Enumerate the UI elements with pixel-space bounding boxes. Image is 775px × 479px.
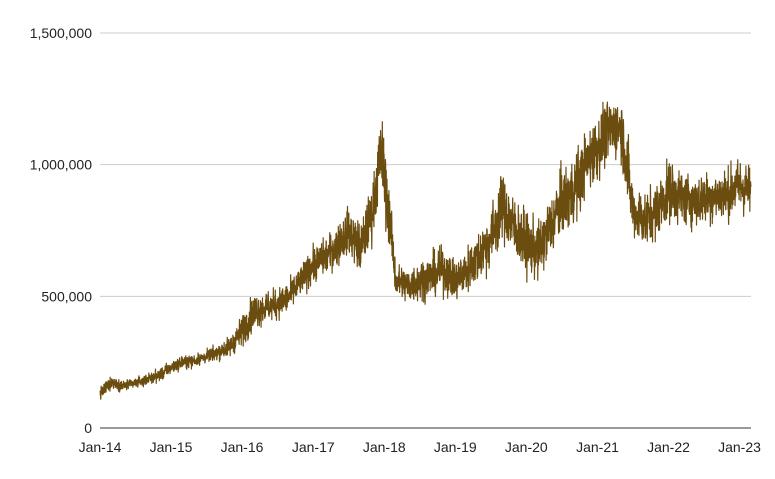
- y-tick-label: 500,000: [41, 288, 92, 304]
- x-axis-tick-labels: Jan-14 Jan-15 Jan-16 Jan-17 Jan-18 Jan-19 Jan-…: [79, 439, 762, 455]
- x-tick-label: Jan-23: [718, 439, 761, 455]
- x-tick-label: Jan-19: [434, 439, 477, 455]
- gridlines: [100, 32, 751, 297]
- y-tick-label: 0: [84, 420, 92, 436]
- x-tick-label: Jan-14: [79, 439, 122, 455]
- x-tick-label: Jan-17: [292, 439, 335, 455]
- x-tick-label: Jan-21: [576, 439, 619, 455]
- series-line: [99, 101, 752, 400]
- x-tick-label: Jan-16: [221, 439, 264, 455]
- x-tick-label: Jan-18: [363, 439, 406, 455]
- series-group: [99, 101, 752, 400]
- x-tick-label: Jan-22: [647, 439, 690, 455]
- y-axis-tick-labels: 0 500,000 1,000,000 1,500,000: [30, 25, 93, 436]
- y-tick-label: 1,500,000: [30, 25, 92, 41]
- x-tick-label: Jan-20: [505, 439, 548, 455]
- x-tick-label: Jan-15: [150, 439, 193, 455]
- y-tick-label: 1,000,000: [30, 157, 92, 173]
